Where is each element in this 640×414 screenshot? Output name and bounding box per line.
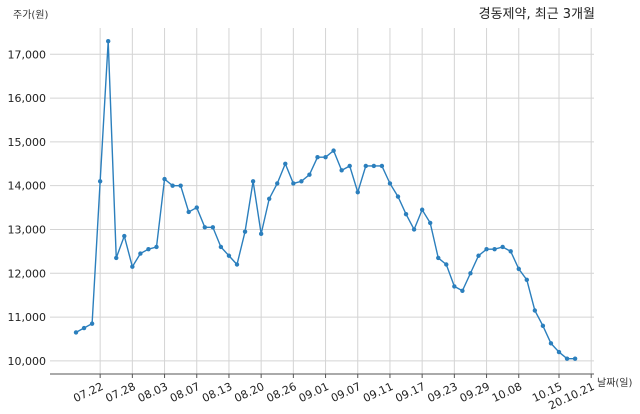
data-point: [210, 225, 216, 230]
data-point: [524, 277, 529, 283]
data-point: [436, 255, 441, 261]
data-point: [283, 161, 288, 166]
x-tick-label: 08.03: [136, 380, 170, 405]
x-tick-label: 09.29: [458, 380, 492, 405]
data-point: [122, 233, 127, 239]
data-point: [540, 323, 546, 329]
data-point: [114, 255, 119, 261]
y-tick-label: 16,000: [8, 92, 47, 105]
data-point: [556, 349, 562, 355]
x-tick-label: 09.11: [361, 380, 395, 405]
data-point: [387, 181, 393, 186]
x-tick-label: 07.28: [104, 380, 138, 405]
data-point: [170, 183, 175, 188]
y-tick-label: 15,000: [8, 136, 47, 149]
data-point: [194, 205, 199, 210]
data-point: [146, 246, 151, 252]
y-tick-label: 11,000: [8, 311, 47, 324]
data-point: [138, 251, 143, 256]
data-point: [468, 271, 473, 276]
x-tick-label: 08.20: [232, 380, 266, 405]
data-point: [89, 321, 95, 326]
data-point: [323, 155, 328, 160]
data-point: [250, 179, 256, 184]
data-point: [516, 266, 521, 272]
y-axis-label: 주가(원): [13, 9, 49, 21]
data-point: [299, 179, 304, 184]
data-point: [395, 194, 401, 199]
x-tick-label: 09.17: [393, 380, 427, 405]
data-point: [460, 288, 465, 293]
x-tick-label: 08.07: [168, 380, 202, 405]
y-tick-label: 12,000: [8, 267, 47, 280]
data-point: [218, 244, 224, 250]
y-tick-label: 17,000: [8, 48, 47, 61]
data-point: [234, 262, 240, 267]
y-tick-label: 10,000: [8, 355, 47, 368]
data-point: [242, 229, 248, 234]
data-point: [178, 183, 183, 188]
data-point: [452, 284, 457, 289]
data-point: [508, 249, 513, 254]
data-point: [403, 211, 409, 217]
data-point: [355, 190, 360, 195]
x-tick-label: 08.26: [265, 380, 299, 405]
data-point: [331, 148, 336, 153]
data-point: [106, 38, 111, 44]
data-point: [484, 246, 489, 252]
data-point: [371, 163, 377, 169]
data-point: [267, 196, 272, 202]
data-point: [202, 225, 207, 230]
series: [73, 38, 578, 361]
x-tick-label: 08.13: [200, 380, 234, 405]
data-point: [444, 262, 449, 267]
data-point: [476, 253, 481, 258]
data-point: [411, 227, 417, 232]
data-point: [347, 163, 352, 169]
data-point: [564, 356, 570, 361]
data-point: [548, 341, 554, 346]
data-point: [419, 207, 425, 212]
data-point: [315, 155, 320, 160]
data-point: [130, 264, 135, 269]
x-tick-label: 10.08: [490, 380, 524, 405]
data-point: [97, 179, 103, 184]
x-axis-label: 날짜(일): [597, 377, 633, 389]
data-point: [379, 163, 385, 169]
x-tick-label: 07.22: [71, 380, 105, 405]
data-point: [532, 308, 538, 313]
x-tick-label: 09.01: [297, 380, 331, 405]
data-point: [428, 220, 433, 226]
x-tick-label: 09.23: [426, 380, 460, 405]
data-point: [492, 246, 497, 252]
chart-title: 경동제약, 최근 3개월: [479, 7, 595, 22]
data-point: [226, 253, 232, 258]
grid: [50, 28, 594, 374]
data-point: [258, 231, 264, 237]
y-tick-label: 14,000: [8, 180, 47, 193]
y-tick-label: 13,000: [8, 223, 47, 236]
data-point: [81, 325, 87, 331]
axes: [50, 373, 594, 378]
data-point: [307, 172, 312, 177]
data-point: [154, 244, 159, 250]
data-point: [339, 168, 344, 173]
data-point: [162, 176, 167, 182]
data-point: [500, 244, 505, 250]
data-point: [291, 181, 296, 186]
data-point: [186, 209, 191, 215]
x-tick-labels: 07.2207.2808.0308.0708.1308.2008.2609.01…: [71, 380, 596, 412]
data-point: [363, 163, 368, 169]
data-point: [73, 330, 79, 335]
x-tick-label: 09.07: [329, 380, 363, 405]
data-point: [572, 356, 578, 361]
data-point: [275, 181, 280, 186]
y-tick-labels: 10,000 11,000 12,000 13,000 14,000 15,000 16,0…: [8, 48, 47, 368]
